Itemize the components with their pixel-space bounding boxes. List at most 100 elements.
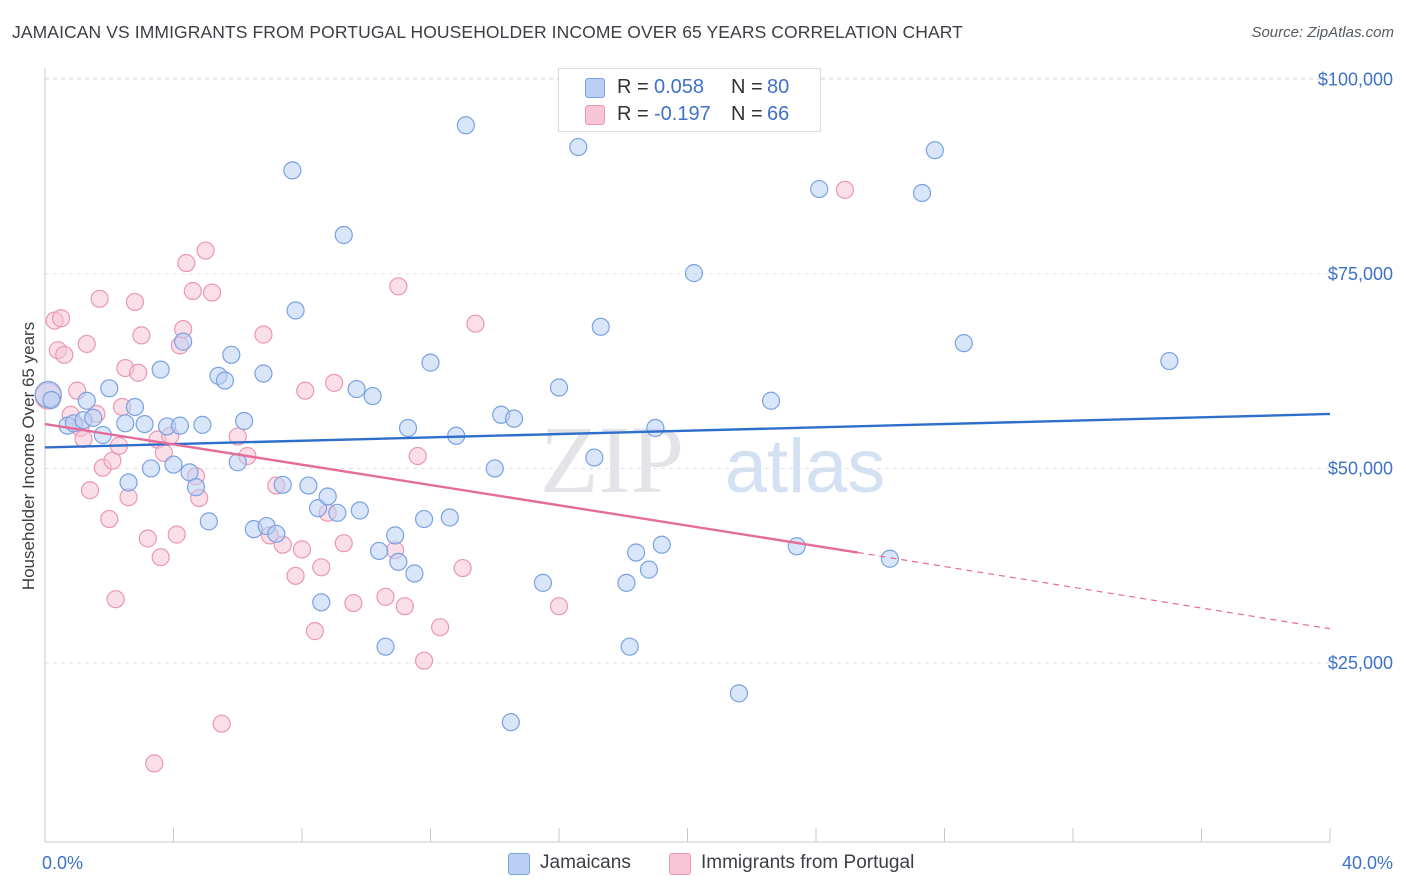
- point-jamaicans: [954, 334, 973, 353]
- point-jamaicans: [626, 543, 646, 562]
- point-portugal: [414, 651, 434, 670]
- point-jamaicans: [151, 360, 170, 379]
- x-tick-label: 40.0%: [1342, 853, 1393, 873]
- point-jamaicans: [273, 475, 292, 494]
- point-portugal: [183, 281, 202, 301]
- point-portugal: [334, 534, 353, 553]
- point-jamaicans: [141, 459, 161, 478]
- point-jamaicans: [193, 415, 212, 434]
- point-portugal: [254, 325, 273, 344]
- legend-swatch-jamaicans: [508, 853, 530, 875]
- point-portugal: [312, 558, 331, 577]
- point-portugal: [80, 481, 100, 500]
- point-jamaicans: [235, 411, 254, 431]
- point-jamaicans: [174, 332, 193, 351]
- point-portugal: [151, 548, 170, 567]
- point-portugal: [292, 540, 312, 559]
- point-jamaicans: [100, 379, 119, 398]
- legend-label-jamaicans: Jamaicans: [540, 852, 631, 873]
- point-jamaicans: [254, 364, 273, 383]
- n-label: N =: [731, 76, 763, 98]
- point-jamaicans: [398, 418, 418, 438]
- point-jamaicans: [119, 473, 138, 492]
- point-portugal: [90, 289, 109, 308]
- watermark: ZIP atlas: [540, 406, 885, 513]
- point-portugal: [202, 283, 222, 302]
- point-portugal: [100, 509, 119, 529]
- point-portugal: [77, 334, 96, 354]
- point-jamaicans: [318, 487, 337, 506]
- trend-lines: [44, 412, 1331, 630]
- point-jamaicans: [42, 390, 61, 410]
- y-tick-label: $50,000: [1328, 458, 1393, 478]
- point-portugal: [51, 309, 71, 328]
- y-tick-label: $75,000: [1328, 264, 1393, 284]
- point-portugal: [835, 180, 855, 199]
- point-portugal: [408, 446, 427, 466]
- r-label: R =: [617, 76, 649, 98]
- portugal-swatch: [585, 105, 605, 125]
- point-jamaicans: [267, 524, 286, 543]
- point-jamaicans: [880, 549, 899, 568]
- point-portugal: [177, 253, 196, 273]
- point-jamaicans: [549, 378, 569, 397]
- point-jamaicans: [135, 414, 154, 434]
- legend-label-portugal: Immigrants from Portugal: [701, 852, 915, 873]
- point-jamaicans: [569, 137, 588, 157]
- point-jamaicans: [485, 459, 504, 478]
- point-jamaicans: [761, 391, 781, 410]
- y-tick-label: $25,000: [1328, 653, 1393, 673]
- point-jamaicans: [347, 379, 366, 399]
- point-jamaicans: [84, 408, 103, 427]
- point-jamaicans: [164, 455, 183, 474]
- point-jamaicans: [617, 573, 636, 592]
- point-jamaicans: [684, 264, 704, 283]
- point-jamaicans: [334, 225, 353, 245]
- r-label: R =: [617, 103, 649, 125]
- point-portugal: [125, 292, 145, 312]
- point-portugal: [286, 566, 305, 585]
- tick-labels: $25,000 $50,000 $75,000 $100,000 0.0% 40.0%: [42, 69, 1393, 873]
- point-jamaicans: [504, 409, 524, 428]
- point-jamaicans: [652, 535, 671, 554]
- source-label: Source: ZipAtlas.com: [1251, 24, 1394, 41]
- point-jamaicans: [456, 116, 475, 135]
- point-jamaicans: [376, 637, 395, 656]
- point-jamaicans: [501, 713, 520, 732]
- point-portugal: [138, 529, 157, 548]
- point-jamaicans: [389, 552, 408, 571]
- point-jamaicans: [116, 414, 135, 433]
- point-jamaicans: [350, 501, 369, 520]
- point-jamaicans: [646, 418, 665, 438]
- point-portugal: [305, 622, 324, 641]
- point-jamaicans: [299, 476, 318, 495]
- r-value: 0.058: [654, 76, 705, 98]
- point-jamaicans: [286, 301, 305, 320]
- grid-lines: [45, 77, 1330, 664]
- point-jamaicans: [810, 179, 829, 199]
- point-jamaicans: [312, 593, 331, 612]
- trend-line-jamaicans: [44, 412, 1331, 449]
- point-jamaicans: [186, 478, 206, 497]
- point-jamaicans: [222, 345, 241, 364]
- point-jamaicans: [421, 353, 440, 372]
- stats-legend: R = 0.058 N = 80 R = -0.197 N = 66: [558, 68, 821, 132]
- point-portugal: [129, 363, 148, 382]
- point-jamaicans: [620, 637, 639, 656]
- point-jamaicans: [363, 386, 382, 406]
- point-jamaicans: [199, 512, 218, 531]
- point-jamaicans: [405, 564, 424, 583]
- point-jamaicans: [729, 684, 749, 703]
- point-portugal: [431, 618, 450, 637]
- point-jamaicans: [533, 573, 553, 592]
- point-portugal: [296, 381, 315, 400]
- point-jamaicans: [912, 183, 932, 203]
- axes: [44, 68, 1331, 843]
- point-jamaicans: [370, 541, 389, 561]
- point-portugal: [167, 525, 186, 544]
- point-portugal: [196, 241, 215, 260]
- point-portugal: [549, 597, 569, 616]
- point-jamaicans: [308, 499, 328, 518]
- point-jamaicans: [125, 397, 145, 417]
- point-jamaicans: [787, 537, 806, 556]
